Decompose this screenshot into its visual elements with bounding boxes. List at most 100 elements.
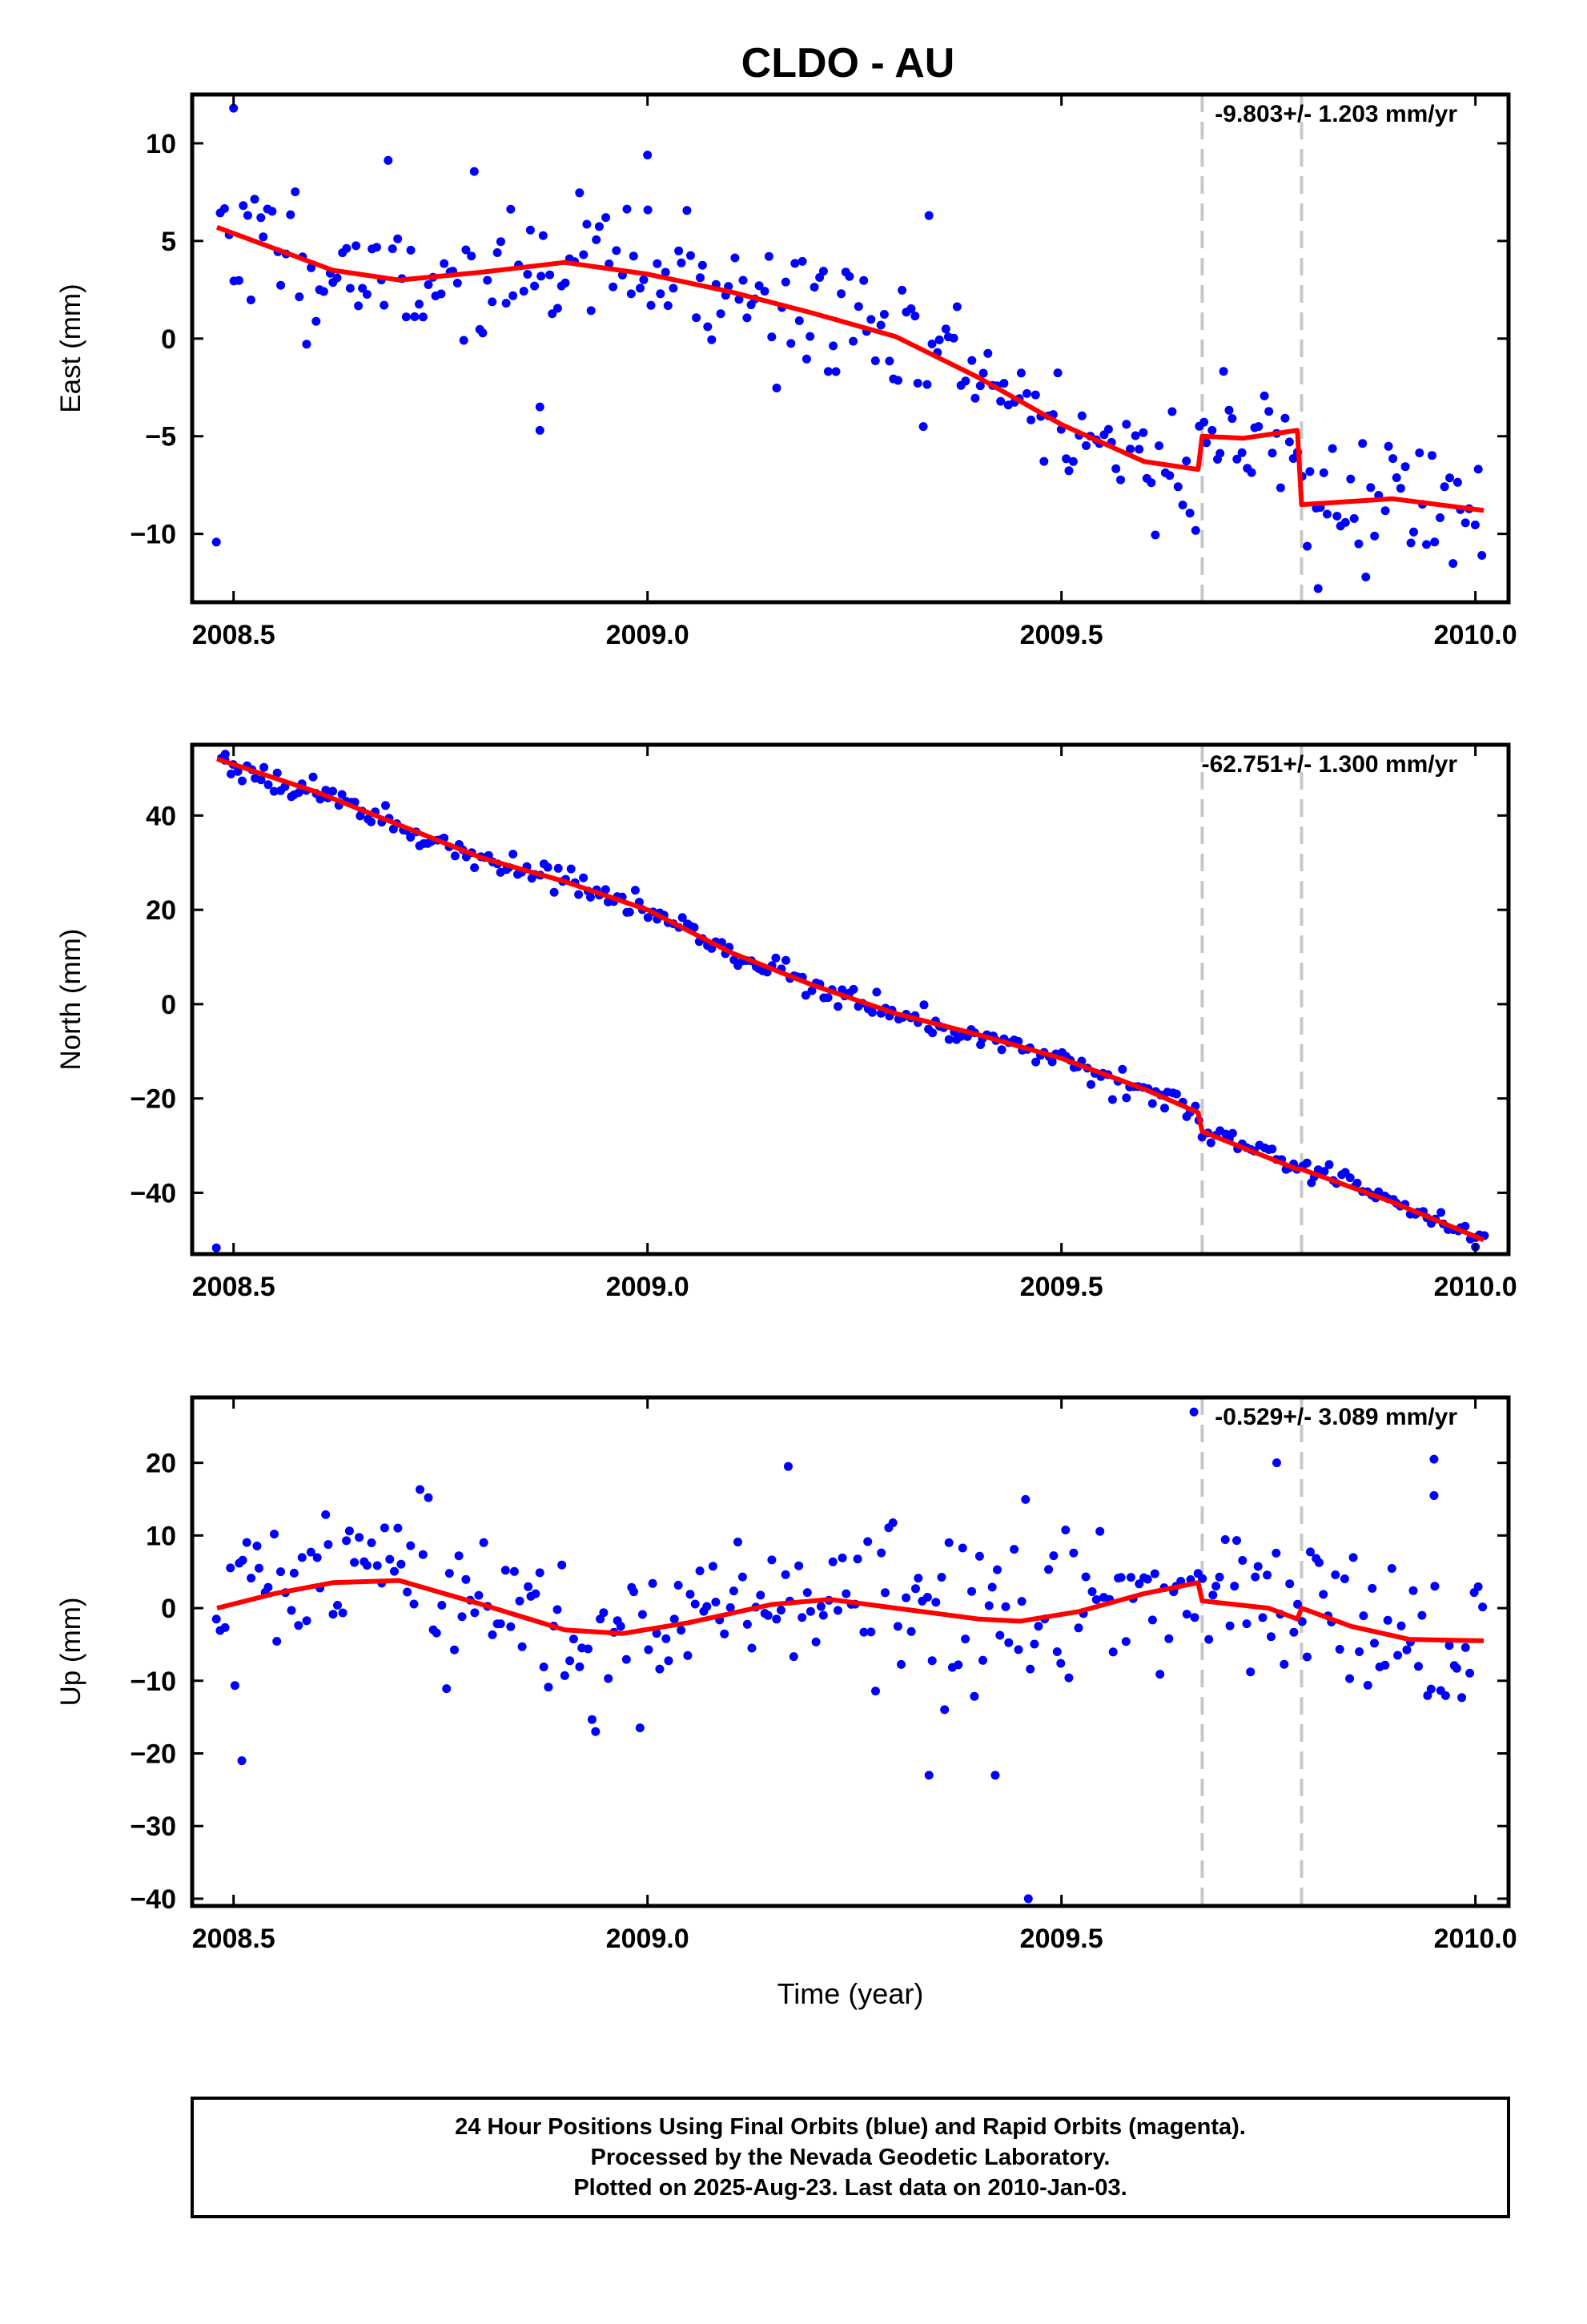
data-point bbox=[1047, 1057, 1057, 1067]
data-point bbox=[1324, 1160, 1334, 1169]
data-point bbox=[978, 1655, 987, 1665]
data-point bbox=[1359, 1611, 1368, 1621]
data-point bbox=[941, 324, 950, 334]
data-point bbox=[594, 222, 604, 231]
data-point bbox=[1348, 1553, 1358, 1562]
y-tick-label: 40 bbox=[146, 801, 176, 831]
data-point bbox=[1091, 1595, 1101, 1604]
data-point bbox=[1457, 1693, 1467, 1703]
data-point bbox=[1039, 456, 1049, 466]
data-point bbox=[1272, 1458, 1281, 1468]
data-point bbox=[876, 320, 886, 330]
data-point bbox=[1147, 478, 1156, 488]
data-point bbox=[524, 1582, 533, 1591]
data-point bbox=[312, 1553, 322, 1562]
data-point bbox=[1135, 444, 1144, 454]
data-point bbox=[1219, 367, 1228, 376]
data-point bbox=[954, 1660, 963, 1670]
x-tick-label: 2008.5 bbox=[192, 620, 275, 650]
data-point bbox=[1108, 1647, 1118, 1657]
data-point bbox=[1230, 1582, 1239, 1591]
data-point bbox=[738, 275, 748, 285]
plot-frame bbox=[190, 1395, 1511, 1908]
data-point bbox=[229, 103, 239, 113]
data-point bbox=[381, 801, 390, 810]
data-point bbox=[488, 1630, 497, 1639]
data-point bbox=[815, 273, 825, 282]
data-point bbox=[552, 1605, 562, 1614]
data-point bbox=[742, 1619, 752, 1629]
data-point bbox=[616, 1622, 625, 1631]
data-point bbox=[1268, 1144, 1277, 1154]
data-point bbox=[1380, 506, 1390, 516]
data-point bbox=[263, 780, 273, 790]
data-point bbox=[1264, 407, 1274, 416]
data-point bbox=[1135, 1579, 1144, 1589]
y-tick-label: −40 bbox=[130, 1178, 176, 1208]
data-point bbox=[1182, 456, 1191, 466]
data-point bbox=[319, 287, 328, 296]
data-point bbox=[342, 243, 352, 253]
x-tick-label: 2010.0 bbox=[1434, 620, 1517, 650]
data-point bbox=[380, 1523, 389, 1533]
data-point bbox=[637, 1610, 647, 1619]
data-point bbox=[1370, 1638, 1379, 1648]
data-point bbox=[239, 201, 248, 211]
data-point bbox=[294, 1621, 303, 1630]
data-point bbox=[302, 340, 311, 349]
data-point bbox=[1263, 1570, 1272, 1580]
data-point bbox=[1062, 454, 1071, 464]
y-tick-label: 0 bbox=[161, 324, 176, 355]
data-point bbox=[1227, 1128, 1237, 1138]
data-point bbox=[406, 1541, 416, 1550]
y-tick-label: −5 bbox=[145, 422, 176, 452]
data-point bbox=[643, 151, 653, 160]
data-point bbox=[711, 1598, 721, 1606]
data-point bbox=[385, 1554, 395, 1564]
data-point bbox=[842, 1589, 851, 1598]
data-point bbox=[1171, 1089, 1181, 1099]
data-point bbox=[1004, 1638, 1014, 1647]
data-point bbox=[777, 1606, 785, 1615]
data-point bbox=[1319, 1590, 1328, 1599]
plot-frame bbox=[190, 92, 1511, 605]
data-point bbox=[1165, 471, 1175, 480]
data-point bbox=[816, 1602, 826, 1611]
data-point bbox=[276, 280, 286, 290]
x-tick-label: 2008.5 bbox=[192, 1924, 275, 1954]
data-point bbox=[270, 1530, 279, 1539]
data-point bbox=[1258, 1613, 1268, 1622]
data-point bbox=[255, 1563, 263, 1573]
data-point bbox=[664, 1656, 673, 1666]
data-point bbox=[308, 772, 318, 782]
footer-line-2: Processed by the Nevada Geodetic Laborat… bbox=[590, 2145, 1111, 2170]
data-point bbox=[1314, 1558, 1324, 1567]
data-point bbox=[831, 367, 841, 376]
data-point bbox=[311, 316, 321, 326]
data-point bbox=[914, 1574, 923, 1583]
data-point bbox=[653, 259, 662, 268]
data-point bbox=[496, 237, 505, 247]
data-point bbox=[233, 766, 243, 776]
data-point bbox=[1010, 1545, 1019, 1554]
data-point bbox=[733, 1538, 742, 1546]
data-point bbox=[756, 1590, 765, 1600]
data-point bbox=[450, 851, 460, 861]
data-point bbox=[1087, 1080, 1095, 1089]
panels: 2008.5 2009.0 2009.5 2010.0 −10 −5 0 5 10 East (m… bbox=[55, 92, 1517, 2010]
data-point bbox=[1415, 448, 1424, 457]
y-tick-label: 10 bbox=[146, 129, 176, 159]
data-point bbox=[1232, 1536, 1241, 1546]
y-tick-label: 5 bbox=[161, 227, 176, 257]
data-point bbox=[708, 1562, 717, 1571]
data-point bbox=[227, 770, 235, 778]
data-point bbox=[1370, 531, 1380, 541]
data-point bbox=[506, 204, 516, 214]
data-point bbox=[801, 991, 810, 1000]
data-point bbox=[863, 1537, 873, 1546]
data-point bbox=[807, 986, 817, 995]
data-point bbox=[538, 231, 548, 240]
data-point bbox=[922, 1593, 932, 1602]
data-point bbox=[1363, 1680, 1372, 1690]
data-point bbox=[442, 1684, 452, 1694]
